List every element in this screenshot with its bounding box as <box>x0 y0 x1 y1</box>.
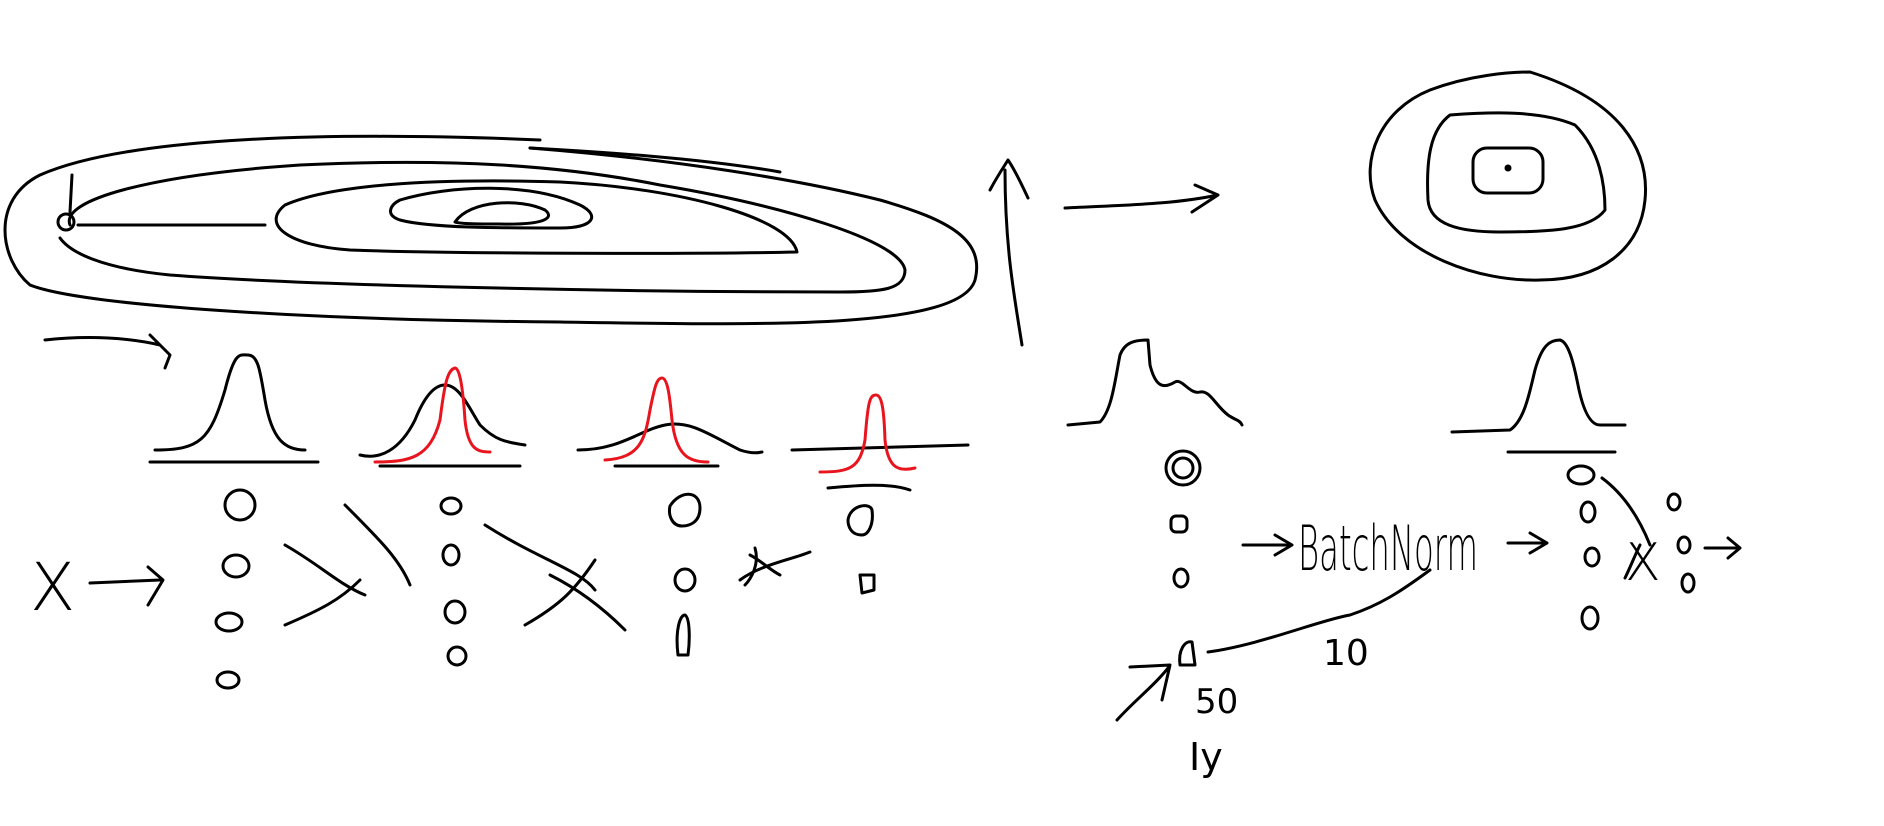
layer2-node1 <box>439 496 463 516</box>
layer4-node1 <box>846 504 874 537</box>
round-contour-inner <box>1471 146 1545 195</box>
start-point <box>56 212 76 232</box>
right-connection <box>1600 476 1652 580</box>
layer1-node3 <box>214 611 244 633</box>
bn-node-top <box>1164 449 1202 487</box>
bn-node-top-inner <box>1171 456 1195 480</box>
batchnorm-network: BatchNorm 10 50 Iy <box>1115 449 1549 779</box>
contour-outer <box>3 134 979 326</box>
contour-4 <box>389 186 593 230</box>
contour-inner <box>453 201 551 226</box>
layer2-node4 <box>446 645 468 667</box>
right-layer2-node2 <box>1676 535 1692 555</box>
dist2-red-curve <box>373 366 492 464</box>
dist4-red-curve <box>818 393 917 474</box>
irregular-distribution <box>1066 338 1244 427</box>
round-contours <box>1368 70 1648 282</box>
line-bottom-node-to-batchnorm <box>1206 568 1432 654</box>
layer2-node2 <box>441 543 461 567</box>
dist3-black-curve <box>576 422 764 455</box>
left-network: X <box>30 488 876 690</box>
right-layer2-node1 <box>1666 492 1682 512</box>
dist4-baseline <box>826 483 912 492</box>
connection-lines-2-3 <box>483 523 627 632</box>
round-contour-center <box>1504 164 1512 172</box>
right-layer1-node2 <box>1579 500 1597 524</box>
bn-node-2 <box>1169 514 1189 534</box>
normal-distribution <box>1450 338 1627 434</box>
right-network: X <box>1566 464 1742 631</box>
arrow-right-top <box>1063 183 1220 214</box>
label-fifty: 50 <box>1195 682 1238 722</box>
arrow-from-batchnorm <box>1506 531 1549 555</box>
layer3-node2 <box>673 567 697 593</box>
arrow-up <box>988 158 1030 347</box>
connection-lines-3-4 <box>738 546 812 587</box>
dist4-flat-line <box>790 443 970 452</box>
bn-node-3 <box>1172 567 1190 589</box>
dist3-red-curve <box>603 376 710 464</box>
contour-2 <box>58 160 907 294</box>
right-layer1-node3 <box>1583 546 1601 568</box>
label-ten: 10 <box>1323 633 1369 674</box>
right-layer2-node3 <box>1680 572 1696 594</box>
layer3-node3 <box>675 613 691 657</box>
layer4-node2 <box>858 573 876 595</box>
label-y: Iy <box>1189 735 1223 779</box>
arrow-to-batchnorm <box>1241 533 1294 557</box>
elongated-contours <box>3 134 979 326</box>
connection-lines-1-2 <box>283 503 412 627</box>
layer1-node1 <box>223 488 257 522</box>
layer3-node1 <box>668 492 702 528</box>
arrow-input-bottom <box>1115 663 1172 722</box>
arrow-x-to-layer1 <box>88 565 165 607</box>
round-contour-middle <box>1426 111 1607 234</box>
contour-extra-stroke <box>528 146 782 174</box>
dist1-curve <box>153 353 307 452</box>
round-contour-outer <box>1368 70 1648 282</box>
label-batchnorm-main: BatchNorm <box>1298 512 1478 585</box>
start-tick <box>68 173 74 214</box>
arrow-right-to-batchnor <box>1703 536 1742 560</box>
right-layer1-node1 <box>1566 464 1596 486</box>
arrow-curved-left <box>43 333 172 370</box>
right-layer1-node4 <box>1580 605 1600 631</box>
bn-node-bottom <box>1178 640 1197 667</box>
layer2-node3 <box>443 599 467 625</box>
label-x-right: X <box>1625 533 1661 593</box>
distribution-row <box>148 353 970 492</box>
label-x-left: X <box>30 549 75 626</box>
layer1-node4 <box>215 670 241 690</box>
contour-3 <box>274 179 799 255</box>
layer1-node2 <box>221 553 251 579</box>
